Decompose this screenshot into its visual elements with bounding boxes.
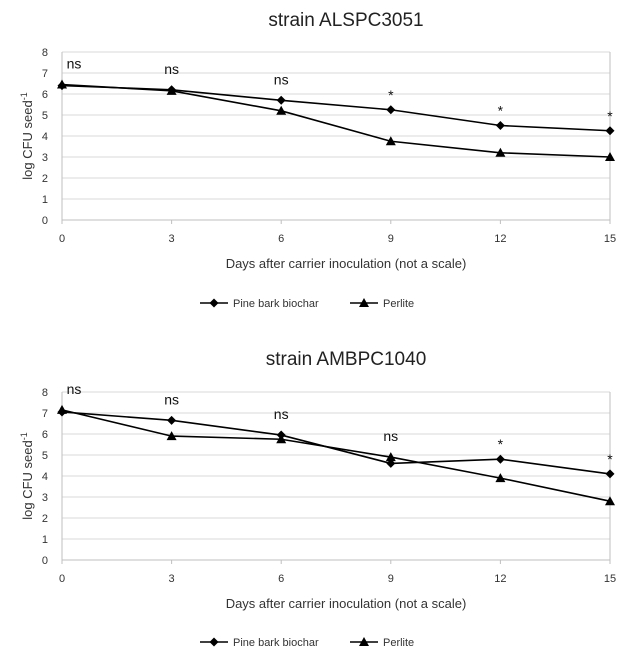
y-axis-label-text: log CFU seed [20,440,35,519]
y-tick-label: 0 [42,215,48,227]
legend-label: Perlite [383,637,414,649]
data-point-triangle [495,147,506,157]
significance-ns: ns [274,71,289,87]
data-point-triangle [605,496,615,506]
series-line-diamond [61,84,611,132]
data-point-triangle [605,152,615,161]
x-tick-label: 6 [278,573,284,585]
x-tick-label: 0 [59,573,65,585]
x-tick-label: 3 [169,233,175,245]
y-tick-label: 7 [42,408,48,420]
data-point-triangle [276,434,287,444]
x-tick-label: 0 [59,233,65,245]
legend-marker [359,298,369,307]
legend: Pine bark biochar Perlite [200,637,414,649]
chart-title: strain ALSPC3051 [268,10,423,31]
chart-title: strain AMBPC1040 [266,349,427,370]
y-tick-label: 3 [42,152,48,164]
data-point-diamond [276,95,286,105]
data-point-triangle [385,136,396,146]
y-tick-label: 1 [42,194,48,206]
significance-ns: ns [164,61,179,77]
legend-label: Perlite [383,298,414,310]
data-point-diamond [386,458,396,468]
legend-marker [209,298,219,308]
y-tick-label: 5 [42,450,48,462]
significance-star: * [607,451,613,467]
series-line-triangle [61,409,611,502]
data-point-triangle [57,404,67,414]
data-point-triangle [495,473,506,483]
y-tick-label: 4 [42,131,48,143]
data-point-diamond [495,121,505,130]
significance-ns: ns [383,428,398,444]
y-tick-label: 7 [42,68,48,80]
x-axis-label: Days after carrier inoculation (not a sc… [226,256,467,271]
significance-star: * [498,103,504,119]
y-tick-label: 4 [42,471,48,483]
data-point-triangle [57,79,67,89]
legend-marker [359,637,369,646]
x-tick-label: 12 [494,573,506,585]
x-tick-label: 15 [604,573,616,585]
x-tick-label: 9 [388,573,394,585]
series-line-diamond [61,411,611,475]
data-point-diamond [495,454,505,464]
y-axis-label-text: log CFU seed [20,100,35,179]
y-tick-label: 0 [42,555,48,567]
data-point-triangle [385,452,396,462]
y-axis-label-superscript: -1 [19,92,29,100]
y-tick-label: 2 [42,513,48,525]
significance-star: * [498,436,504,452]
significance-ns: ns [164,391,179,407]
legend-marker [209,637,219,647]
x-tick-label: 12 [494,233,506,245]
significance-ns: ns [67,56,82,72]
y-tick-label: 8 [42,47,48,59]
significance-ns: ns [274,406,289,422]
legend-label: Pine bark biochar [233,637,319,649]
y-tick-label: 6 [42,429,48,441]
series-line-triangle [61,83,611,158]
y-tick-label: 1 [42,534,48,546]
x-tick-label: 15 [604,233,616,245]
data-point-triangle [276,105,287,115]
data-point-diamond [605,469,615,479]
data-point-triangle [166,431,177,441]
y-tick-label: 2 [42,173,48,185]
significance-star: * [607,108,613,124]
y-tick-label: 8 [42,387,48,399]
y-tick-label: 6 [42,89,48,101]
data-point-diamond [605,126,615,136]
data-point-diamond [167,415,177,425]
y-axis-label: log CFU seed-1 [19,432,35,520]
data-point-triangle [166,85,177,95]
y-axis-label: log CFU seed-1 [19,92,35,180]
x-tick-label: 6 [278,233,284,245]
y-tick-label: 5 [42,110,48,122]
y-tick-label: 3 [42,492,48,504]
x-axis-label: Days after carrier inoculation (not a sc… [226,596,467,611]
x-tick-label: 9 [388,233,394,245]
legend: Pine bark biochar Perlite [200,298,414,310]
y-axis-label-superscript: -1 [19,432,29,440]
data-point-diamond [386,105,396,115]
x-tick-label: 3 [169,573,175,585]
legend-label: Pine bark biochar [233,298,319,310]
significance-ns: ns [67,381,82,397]
significance-star: * [388,87,394,103]
